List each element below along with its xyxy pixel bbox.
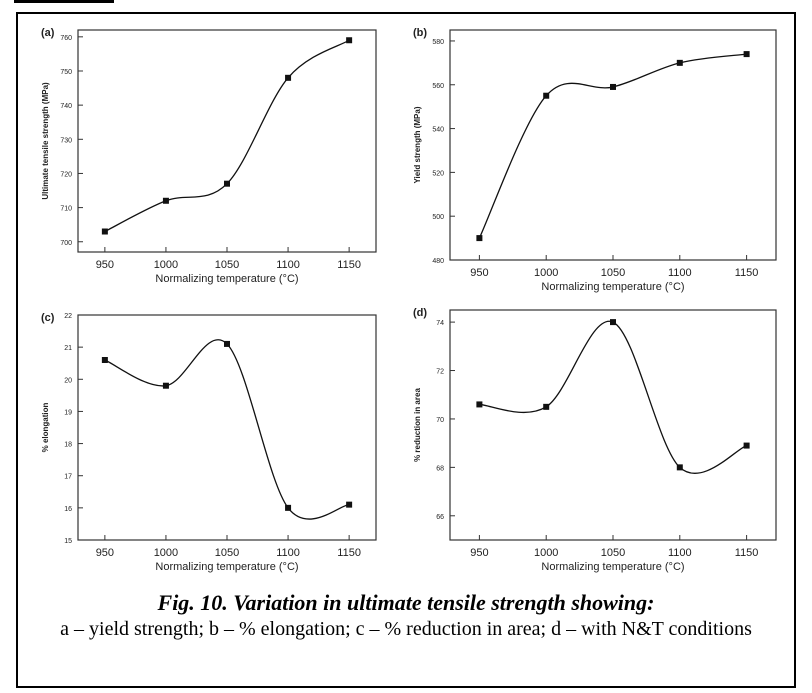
x-tick-label: 1000 xyxy=(534,267,558,279)
y-axis-label: Yield strength (MPa) xyxy=(413,106,422,183)
x-axis-label: Normalizing temperature (°C) xyxy=(541,561,684,573)
x-axis-label: Normalizing temperature (°C) xyxy=(155,561,298,573)
data-point xyxy=(676,464,683,471)
y-tick-label: 520 xyxy=(432,170,444,177)
x-tick-label: 1150 xyxy=(337,547,361,559)
plot-area xyxy=(449,309,777,541)
x-tick-label: 1100 xyxy=(276,547,300,559)
y-tick-label: 560 xyxy=(432,83,444,90)
y-axis-label: Ultimate tensile strength (MPa) xyxy=(41,82,50,200)
y-axis-label: % elongation xyxy=(41,403,50,453)
x-tick-label: 1050 xyxy=(601,547,625,559)
plot-area xyxy=(77,314,377,541)
x-axis-label: Normalizing temperature (°C) xyxy=(155,273,298,285)
data-point xyxy=(610,83,616,90)
top-rule xyxy=(14,0,114,3)
data-point xyxy=(224,180,230,187)
data-point xyxy=(101,228,108,235)
x-tick-label: 1100 xyxy=(276,259,300,271)
y-tick-label: 17 xyxy=(64,474,72,481)
x-tick-label: 1050 xyxy=(601,267,625,279)
x-tick-label: 1100 xyxy=(668,547,692,559)
y-tick-label: 72 xyxy=(436,369,444,376)
y-tick-label: 15 xyxy=(64,538,72,545)
panel-c: 950 1000 1050 1100 1150 15 16 17 18 19 20 21 22 (c) No… xyxy=(41,312,377,573)
x-tick-label: 1150 xyxy=(735,547,759,559)
data-point xyxy=(743,442,750,449)
y-tick-label: 540 xyxy=(432,127,444,134)
y-tick-label: 710 xyxy=(60,206,72,213)
y-tick-label: 20 xyxy=(64,377,72,384)
x-tick-label: 1100 xyxy=(668,267,692,279)
x-tick-label: 950 xyxy=(470,547,488,559)
y-tick-label: 18 xyxy=(64,442,72,449)
data-point xyxy=(676,59,683,66)
panel-label: (d) xyxy=(413,307,427,319)
y-tick-label: 730 xyxy=(60,137,72,144)
plot-area xyxy=(77,29,377,253)
y-tick-label: 760 xyxy=(60,35,72,42)
data-point xyxy=(610,319,616,326)
x-tick-label: 950 xyxy=(470,267,488,279)
y-tick-label: 740 xyxy=(60,103,72,110)
y-tick-label: 22 xyxy=(64,313,72,320)
data-point xyxy=(476,235,483,242)
data-point xyxy=(162,382,169,389)
data-point xyxy=(476,401,483,408)
data-point xyxy=(543,403,550,410)
x-tick-label: 1150 xyxy=(337,259,361,271)
x-tick-label: 1050 xyxy=(215,259,239,271)
y-tick-label: 21 xyxy=(64,345,72,352)
data-point xyxy=(346,501,353,508)
data-point xyxy=(162,197,169,204)
y-tick-label: 500 xyxy=(432,214,444,221)
series-line xyxy=(104,339,350,520)
y-tick-label: 70 xyxy=(436,417,444,424)
y-tick-label: 700 xyxy=(60,240,72,247)
x-tick-label: 1050 xyxy=(215,547,239,559)
y-tick-label: 74 xyxy=(436,320,444,327)
y-tick-label: 580 xyxy=(432,39,444,46)
series-line xyxy=(104,39,350,233)
series-line xyxy=(479,320,747,474)
y-tick-label: 720 xyxy=(60,171,72,178)
y-axis-label: % reduction in area xyxy=(413,388,422,462)
x-tick-label: 1000 xyxy=(534,547,558,559)
x-tick-label: 1150 xyxy=(735,267,759,279)
figure-frame xyxy=(16,12,796,688)
data-point xyxy=(285,504,292,511)
y-tick-label: 480 xyxy=(432,258,444,265)
y-tick-label: 750 xyxy=(60,69,72,76)
panel-label: (a) xyxy=(41,27,55,39)
plot-area xyxy=(449,29,777,261)
y-tick-label: 66 xyxy=(436,514,444,521)
panel-a: 950 1000 1050 1100 1150 700 710 720 730 740 750 760… xyxy=(41,27,377,285)
x-tick-label: 950 xyxy=(96,547,114,559)
panel-d: 950 1000 1050 1100 1150 66 68 70 72 74 (d) Normaliz… xyxy=(413,307,777,573)
x-tick-label: 1000 xyxy=(154,547,178,559)
data-point xyxy=(101,357,108,363)
y-tick-label: 16 xyxy=(64,506,72,513)
data-point xyxy=(743,51,750,58)
x-axis-label: Normalizing temperature (°C) xyxy=(541,281,684,293)
figure-caption-title: Fig. 10. Variation in ultimate tensile s… xyxy=(157,590,655,615)
panel-b: 950 1000 1050 1100 1150 480 500 520 540 560 580 (b)… xyxy=(413,27,777,293)
data-point xyxy=(224,340,230,347)
panel-label: (b) xyxy=(413,27,427,39)
y-tick-label: 68 xyxy=(436,465,444,472)
data-point xyxy=(346,37,353,44)
x-tick-label: 950 xyxy=(96,259,114,271)
data-point xyxy=(285,74,292,81)
figure-charts: 950 1000 1050 1100 1150 700 710 720 730 740 750 760… xyxy=(41,27,777,573)
series-line xyxy=(478,53,747,239)
x-tick-label: 1000 xyxy=(154,259,178,271)
figure-caption-body: a – yield strength; b – % elongation; c … xyxy=(60,618,752,640)
data-point xyxy=(543,92,550,99)
panel-label: (c) xyxy=(41,312,55,324)
y-tick-label: 19 xyxy=(64,409,72,416)
